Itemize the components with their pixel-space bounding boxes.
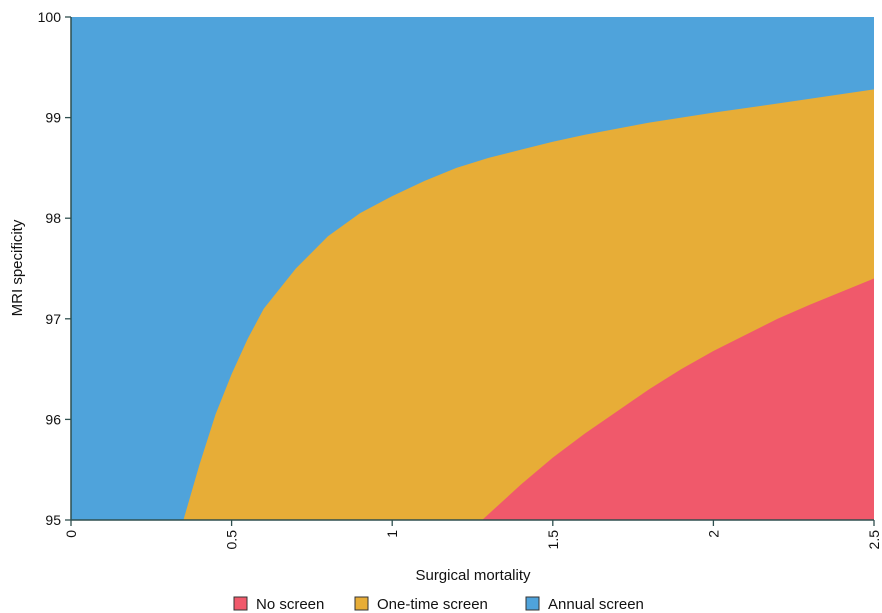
x-tick-label: 1 [384,530,400,538]
y-tick-label: 99 [45,110,61,126]
x-ticks: 0 0.5 1 1.5 2 2.5 [63,520,882,549]
plot-regions [71,17,875,521]
y-tick-label: 98 [45,210,61,226]
legend-swatch-annual-screen [525,596,540,611]
x-axis-title: Surgical mortality [415,567,531,584]
x-tick-label: 1.5 [545,530,561,550]
y-tick-label: 97 [45,311,61,327]
legend-swatch-no-screen [233,596,248,611]
legend-swatch-one-time-screen [354,596,369,611]
legend-label-one-time-screen: One-time screen [377,596,488,613]
y-tick-label: 95 [45,512,61,528]
region-no-screen [482,278,874,520]
legend-label-no-screen: No screen [256,596,324,613]
y-axis-title: MRI specificity [9,219,26,316]
y-ticks: 95 96 97 98 99 100 [38,9,71,528]
legend-label-annual-screen: Annual screen [548,596,644,613]
x-tick-label: 0 [63,530,79,538]
legend: No screen One-time screen Annual screen [233,596,644,613]
x-tick-label: 2.5 [866,530,882,550]
x-tick-label: 2 [705,530,721,538]
y-tick-label: 100 [38,9,62,25]
x-tick-label: 0.5 [224,530,240,550]
y-tick-label: 96 [45,411,61,427]
